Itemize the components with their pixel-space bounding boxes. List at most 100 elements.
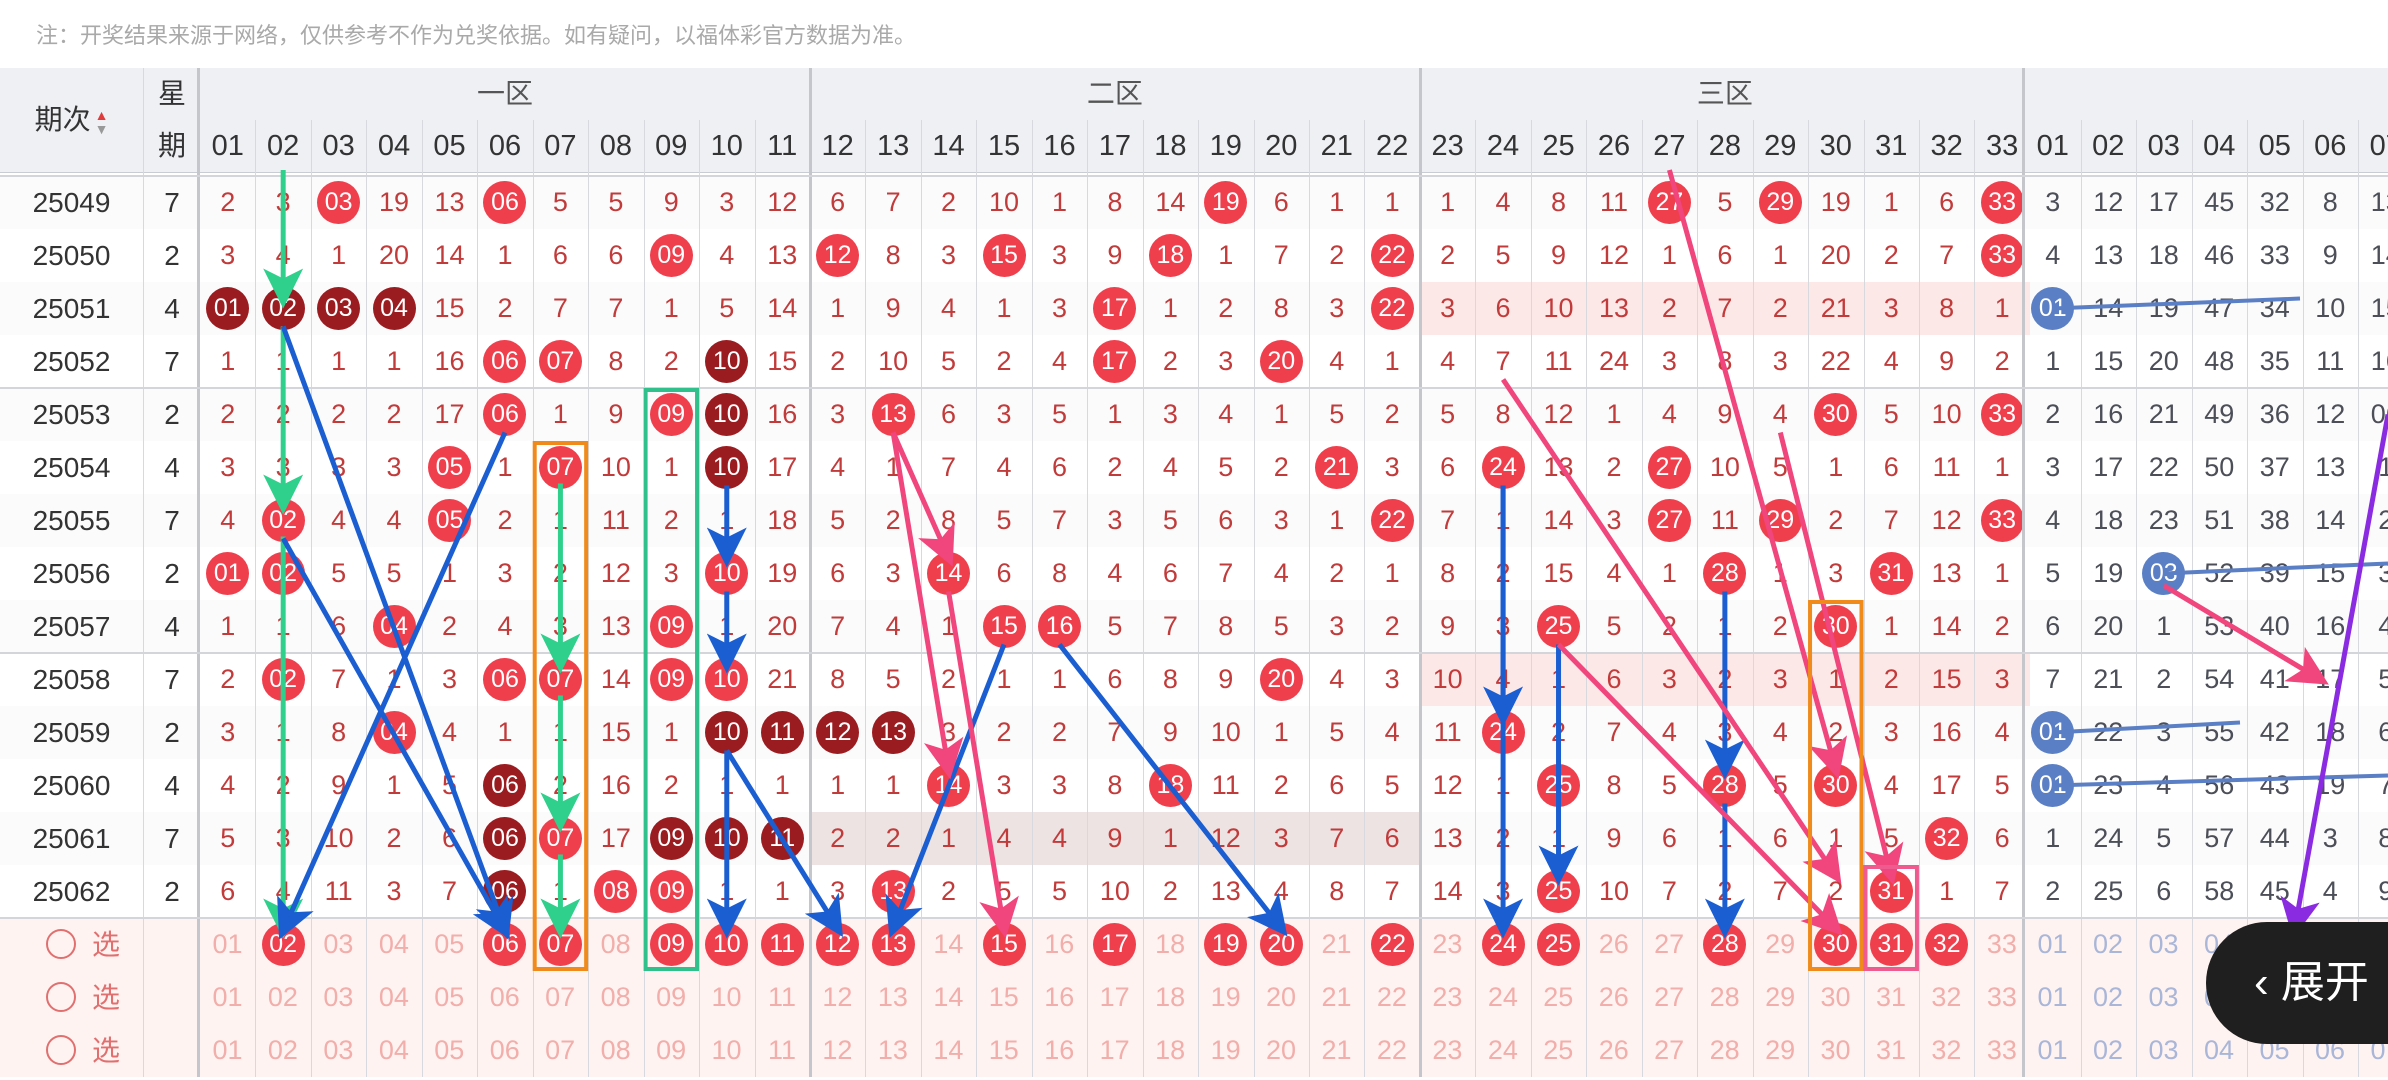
pick-number[interactable]: 22 [1376, 982, 1407, 1012]
pick-number[interactable]: 05 [434, 1035, 465, 1065]
pick-number[interactable]: 32 [1931, 1035, 1962, 1065]
pick-ball-selected[interactable]: 17 [1093, 923, 1137, 966]
pick-number[interactable]: 29 [1765, 1035, 1796, 1065]
pick-number[interactable]: 25 [1543, 1035, 1574, 1065]
pick-number[interactable]: 16 [1044, 929, 1075, 959]
pick-number[interactable]: 08 [600, 982, 631, 1012]
pick-number[interactable]: 33 [1986, 1035, 2017, 1065]
pick-number[interactable]: 12 [822, 1035, 853, 1065]
pick-number[interactable]: 31 [1875, 1035, 1907, 1065]
pick-number[interactable]: 27 [1654, 982, 1685, 1012]
pick-number[interactable]: 30 [1820, 1035, 1851, 1065]
pick-number[interactable]: 29 [1765, 929, 1796, 959]
pick-number[interactable]: 23 [1432, 982, 1463, 1012]
pick-number[interactable]: 26 [1598, 982, 1629, 1012]
pick-number[interactable]: 24 [1487, 982, 1518, 1012]
pick-number[interactable]: 28 [1709, 982, 1740, 1012]
pick-number[interactable]: 10 [711, 1035, 742, 1065]
pick-blue-number[interactable]: 01 [2037, 929, 2068, 959]
pick-number[interactable]: 16 [1044, 982, 1075, 1012]
pick-blue-number[interactable]: 03 [2148, 1035, 2179, 1065]
pick-number[interactable]: 03 [323, 1035, 354, 1065]
pick-ball-selected[interactable]: 13 [871, 923, 915, 966]
pick-number[interactable]: 05 [434, 929, 465, 959]
pick-number[interactable]: 29 [1765, 982, 1796, 1012]
pick-number[interactable]: 22 [1376, 1035, 1407, 1065]
pick-number[interactable]: 28 [1709, 1035, 1740, 1065]
pick-number[interactable]: 10 [711, 982, 742, 1012]
pick-number[interactable]: 18 [1155, 982, 1186, 1012]
pick-number[interactable]: 21 [1321, 1035, 1352, 1065]
pick-number[interactable]: 30 [1820, 982, 1851, 1012]
pick-ball-selected[interactable]: 20 [1259, 923, 1303, 966]
pick-blue-number[interactable]: 02 [2092, 1035, 2124, 1065]
pick-ball-selected[interactable]: 07 [538, 923, 582, 966]
pick-ball-selected[interactable]: 02 [261, 923, 305, 966]
pick-number[interactable]: 14 [933, 929, 964, 959]
pick-number[interactable]: 33 [1986, 929, 2017, 959]
pick-ball-selected[interactable]: 12 [816, 923, 860, 966]
pick-number[interactable]: 03 [323, 929, 354, 959]
pick-ball-selected[interactable]: 19 [1204, 923, 1248, 966]
pick-number[interactable]: 06 [489, 1035, 520, 1065]
pick-number[interactable]: 15 [988, 982, 1019, 1012]
pick-blue-number[interactable]: 01 [2037, 982, 2068, 1012]
pick-ball-selected[interactable]: 30 [1814, 923, 1858, 966]
pick-blue-number[interactable]: 03 [2148, 982, 2179, 1012]
expand-button[interactable]: ‹ 展开 [2206, 922, 2388, 1044]
pick-number[interactable]: 20 [1266, 982, 1297, 1012]
pick-number[interactable]: 23 [1432, 1035, 1463, 1065]
pick-ball-selected[interactable]: 10 [705, 923, 749, 966]
pick-number[interactable]: 02 [267, 982, 298, 1012]
pick-ball-selected[interactable]: 24 [1481, 923, 1525, 966]
pick-radio[interactable] [46, 1035, 76, 1065]
pick-number[interactable]: 18 [1155, 1035, 1186, 1065]
pick-number[interactable]: 09 [656, 982, 687, 1012]
pick-number[interactable]: 25 [1543, 982, 1574, 1012]
pick-number[interactable]: 07 [545, 1035, 576, 1065]
pick-number[interactable]: 04 [378, 929, 409, 959]
pick-number[interactable]: 26 [1598, 1035, 1629, 1065]
pick-ball-selected[interactable]: 22 [1370, 923, 1414, 966]
pick-number[interactable]: 21 [1321, 982, 1352, 1012]
pick-number[interactable]: 11 [767, 982, 797, 1012]
pick-number[interactable]: 17 [1099, 982, 1130, 1012]
pick-number[interactable]: 17 [1099, 1035, 1130, 1065]
pick-number[interactable]: 08 [600, 929, 631, 959]
pick-ball-selected[interactable]: 09 [649, 923, 693, 966]
pick-number[interactable]: 01 [212, 1035, 243, 1065]
pick-blue-number[interactable]: 04 [2203, 1035, 2235, 1065]
pick-radio[interactable] [46, 929, 76, 959]
pick-number[interactable]: 19 [1210, 982, 1241, 1012]
pick-number[interactable]: 33 [1986, 982, 2017, 1012]
pick-number[interactable]: 02 [267, 1035, 298, 1065]
pick-blue-number[interactable]: 02 [2092, 982, 2124, 1012]
pick-number[interactable]: 20 [1266, 1035, 1297, 1065]
pick-number[interactable]: 12 [822, 982, 853, 1012]
pick-number[interactable]: 06 [489, 982, 520, 1012]
pick-number[interactable]: 07 [545, 982, 576, 1012]
pick-number[interactable]: 05 [434, 982, 465, 1012]
pick-ball-selected[interactable]: 15 [982, 923, 1026, 966]
pick-number[interactable]: 11 [767, 1035, 797, 1065]
pick-number[interactable]: 32 [1931, 982, 1962, 1012]
pick-ball-selected[interactable]: 11 [760, 923, 804, 966]
pick-number[interactable]: 23 [1432, 929, 1463, 959]
pick-blue-number[interactable]: 03 [2148, 929, 2179, 959]
pick-blue-number[interactable]: 01 [2037, 1035, 2068, 1065]
pick-number[interactable]: 09 [656, 1035, 687, 1065]
pick-number[interactable]: 03 [323, 982, 354, 1012]
pick-number[interactable]: 19 [1210, 1035, 1241, 1065]
pick-radio[interactable] [46, 982, 76, 1012]
pick-ball-selected[interactable]: 31 [1869, 923, 1913, 966]
pick-number[interactable]: 16 [1044, 1035, 1075, 1065]
pick-number[interactable]: 18 [1155, 929, 1186, 959]
pick-number[interactable]: 14 [933, 982, 964, 1012]
pick-blue-number[interactable]: 02 [2092, 929, 2124, 959]
pick-number[interactable]: 21 [1321, 929, 1352, 959]
pick-number[interactable]: 26 [1598, 929, 1629, 959]
sort-arrows-icon[interactable]: ▲ ▼ [94, 106, 109, 137]
pick-number[interactable]: 14 [933, 1035, 964, 1065]
pick-number[interactable]: 27 [1654, 929, 1685, 959]
pick-number[interactable]: 24 [1487, 1035, 1518, 1065]
